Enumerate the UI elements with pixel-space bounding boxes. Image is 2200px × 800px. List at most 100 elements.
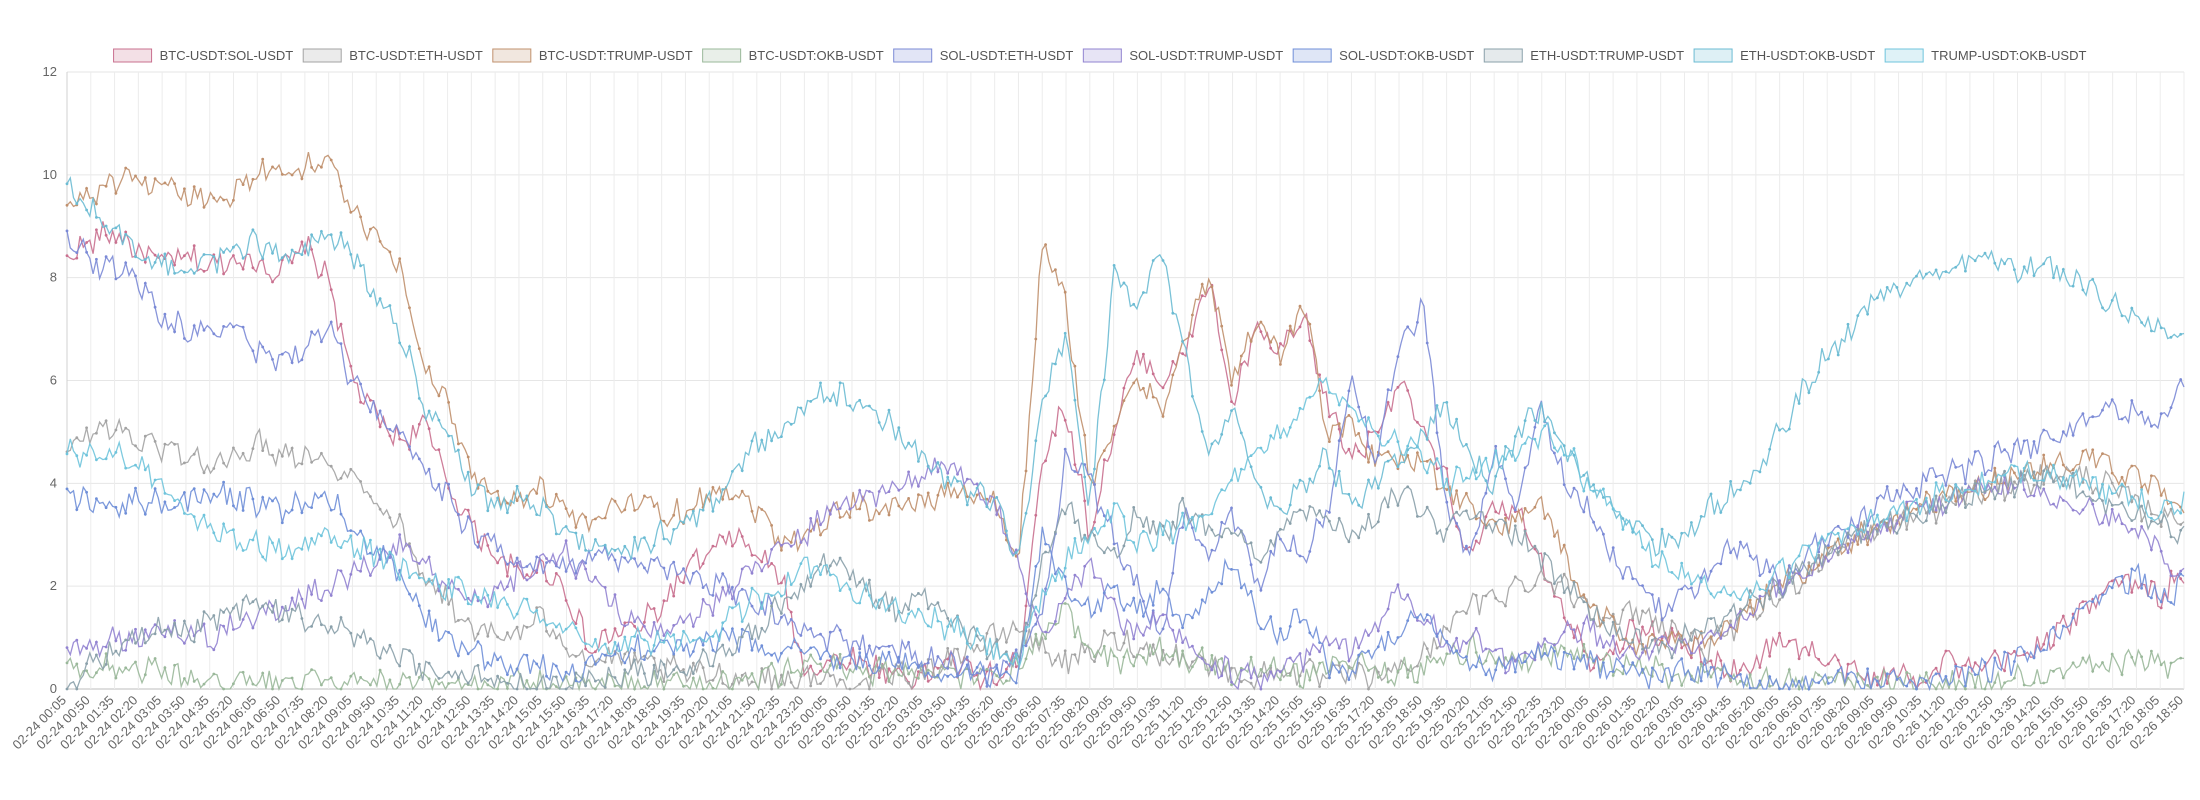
data-point bbox=[1504, 513, 1507, 517]
data-point bbox=[691, 650, 695, 653]
data-point bbox=[222, 687, 226, 691]
data-point bbox=[1504, 457, 1507, 461]
data-point bbox=[447, 670, 450, 674]
data-point bbox=[212, 492, 216, 496]
legend-item[interactable]: BTC-USDT:OKB-USDT bbox=[702, 48, 884, 63]
data-point bbox=[398, 533, 402, 536]
data-point bbox=[643, 566, 646, 570]
series-line bbox=[66, 151, 2185, 657]
data-point bbox=[975, 644, 979, 647]
data-point bbox=[1572, 486, 1576, 490]
legend-item[interactable]: ETH-USDT:TRUMP-USDT bbox=[1483, 48, 1684, 63]
data-point bbox=[525, 578, 529, 582]
data-point bbox=[799, 562, 803, 565]
data-point bbox=[545, 687, 548, 690]
data-point bbox=[300, 597, 304, 601]
data-point bbox=[1817, 569, 1821, 573]
data-point bbox=[232, 325, 235, 329]
data-point bbox=[134, 486, 137, 490]
legend-item[interactable]: BTC-USDT:TRUMP-USDT bbox=[492, 48, 693, 63]
data-point bbox=[417, 604, 421, 608]
data-point bbox=[280, 352, 284, 356]
data-point bbox=[1699, 515, 1703, 518]
data-point bbox=[682, 648, 685, 652]
data-point bbox=[75, 454, 79, 458]
data-point bbox=[535, 492, 539, 495]
data-point bbox=[1044, 630, 1047, 634]
data-point bbox=[1993, 656, 1997, 660]
data-point bbox=[1142, 386, 1145, 390]
data-point bbox=[398, 437, 402, 441]
data-point bbox=[192, 185, 196, 189]
legend-item[interactable]: BTC-USDT:SOL-USDT bbox=[113, 48, 294, 63]
data-point bbox=[1494, 596, 1498, 600]
data-point bbox=[750, 571, 754, 575]
data-point bbox=[545, 629, 548, 633]
data-point bbox=[1161, 259, 1165, 262]
data-point bbox=[1220, 488, 1224, 491]
data-point bbox=[780, 544, 783, 547]
data-point bbox=[907, 681, 910, 685]
data-point bbox=[1279, 670, 1282, 674]
data-point bbox=[682, 567, 685, 570]
data-point bbox=[1670, 571, 1674, 574]
data-point bbox=[652, 649, 656, 653]
data-point bbox=[946, 475, 950, 479]
data-point bbox=[1054, 658, 1057, 662]
data-point bbox=[525, 494, 529, 498]
legend-item[interactable]: SOL-USDT:TRUMP-USDT bbox=[1082, 48, 1283, 63]
data-point bbox=[506, 687, 509, 690]
data-point bbox=[1729, 623, 1732, 627]
data-point bbox=[1455, 610, 1458, 614]
data-point bbox=[1357, 432, 1361, 435]
data-point bbox=[868, 404, 871, 408]
data-point bbox=[1416, 681, 1419, 684]
legend-item[interactable]: TRUMP-USDT:OKB-USDT bbox=[1884, 48, 2086, 63]
data-point bbox=[926, 668, 930, 672]
data-point bbox=[437, 677, 441, 680]
data-point bbox=[1220, 433, 1224, 436]
data-point bbox=[1533, 425, 1537, 429]
data-point bbox=[2120, 501, 2124, 505]
legend-item[interactable]: BTC-USDT:ETH-USDT bbox=[302, 48, 483, 63]
data-point bbox=[1083, 499, 1087, 503]
data-point bbox=[339, 687, 343, 691]
data-point bbox=[2071, 508, 2075, 512]
data-point bbox=[525, 573, 529, 577]
data-point bbox=[1934, 687, 1938, 691]
data-point bbox=[770, 653, 773, 657]
data-point bbox=[1005, 667, 1008, 671]
data-point bbox=[1572, 667, 1576, 671]
legend-label: SOL-USDT:ETH-USDT bbox=[940, 48, 1074, 63]
data-point bbox=[1670, 656, 1674, 660]
data-point bbox=[1484, 673, 1488, 677]
data-point bbox=[515, 625, 519, 629]
data-point bbox=[691, 509, 695, 513]
data-point bbox=[1239, 680, 1243, 684]
legend-item[interactable]: SOL-USDT:OKB-USDT bbox=[1292, 48, 1474, 63]
data-point bbox=[1259, 627, 1263, 631]
data-point bbox=[173, 182, 177, 186]
data-point bbox=[114, 241, 118, 244]
data-point bbox=[232, 606, 235, 610]
data-point bbox=[936, 666, 940, 670]
data-point bbox=[1220, 348, 1224, 352]
data-point bbox=[1670, 626, 1674, 630]
data-point bbox=[1279, 527, 1282, 531]
data-point bbox=[1895, 511, 1899, 515]
data-point bbox=[1885, 517, 1889, 521]
data-point bbox=[1122, 567, 1126, 571]
data-point bbox=[378, 547, 382, 551]
data-point bbox=[554, 562, 558, 566]
data-point bbox=[202, 471, 206, 475]
data-point bbox=[525, 679, 529, 682]
data-point bbox=[378, 656, 382, 660]
data-point bbox=[241, 618, 245, 621]
legend-item[interactable]: SOL-USDT:ETH-USDT bbox=[893, 48, 1074, 63]
data-point bbox=[1817, 564, 1821, 567]
legend-item[interactable]: ETH-USDT:OKB-USDT bbox=[1693, 48, 1875, 63]
data-point bbox=[1396, 440, 1400, 443]
data-point bbox=[398, 257, 402, 261]
data-point bbox=[1318, 685, 1321, 688]
data-point bbox=[1572, 581, 1576, 584]
